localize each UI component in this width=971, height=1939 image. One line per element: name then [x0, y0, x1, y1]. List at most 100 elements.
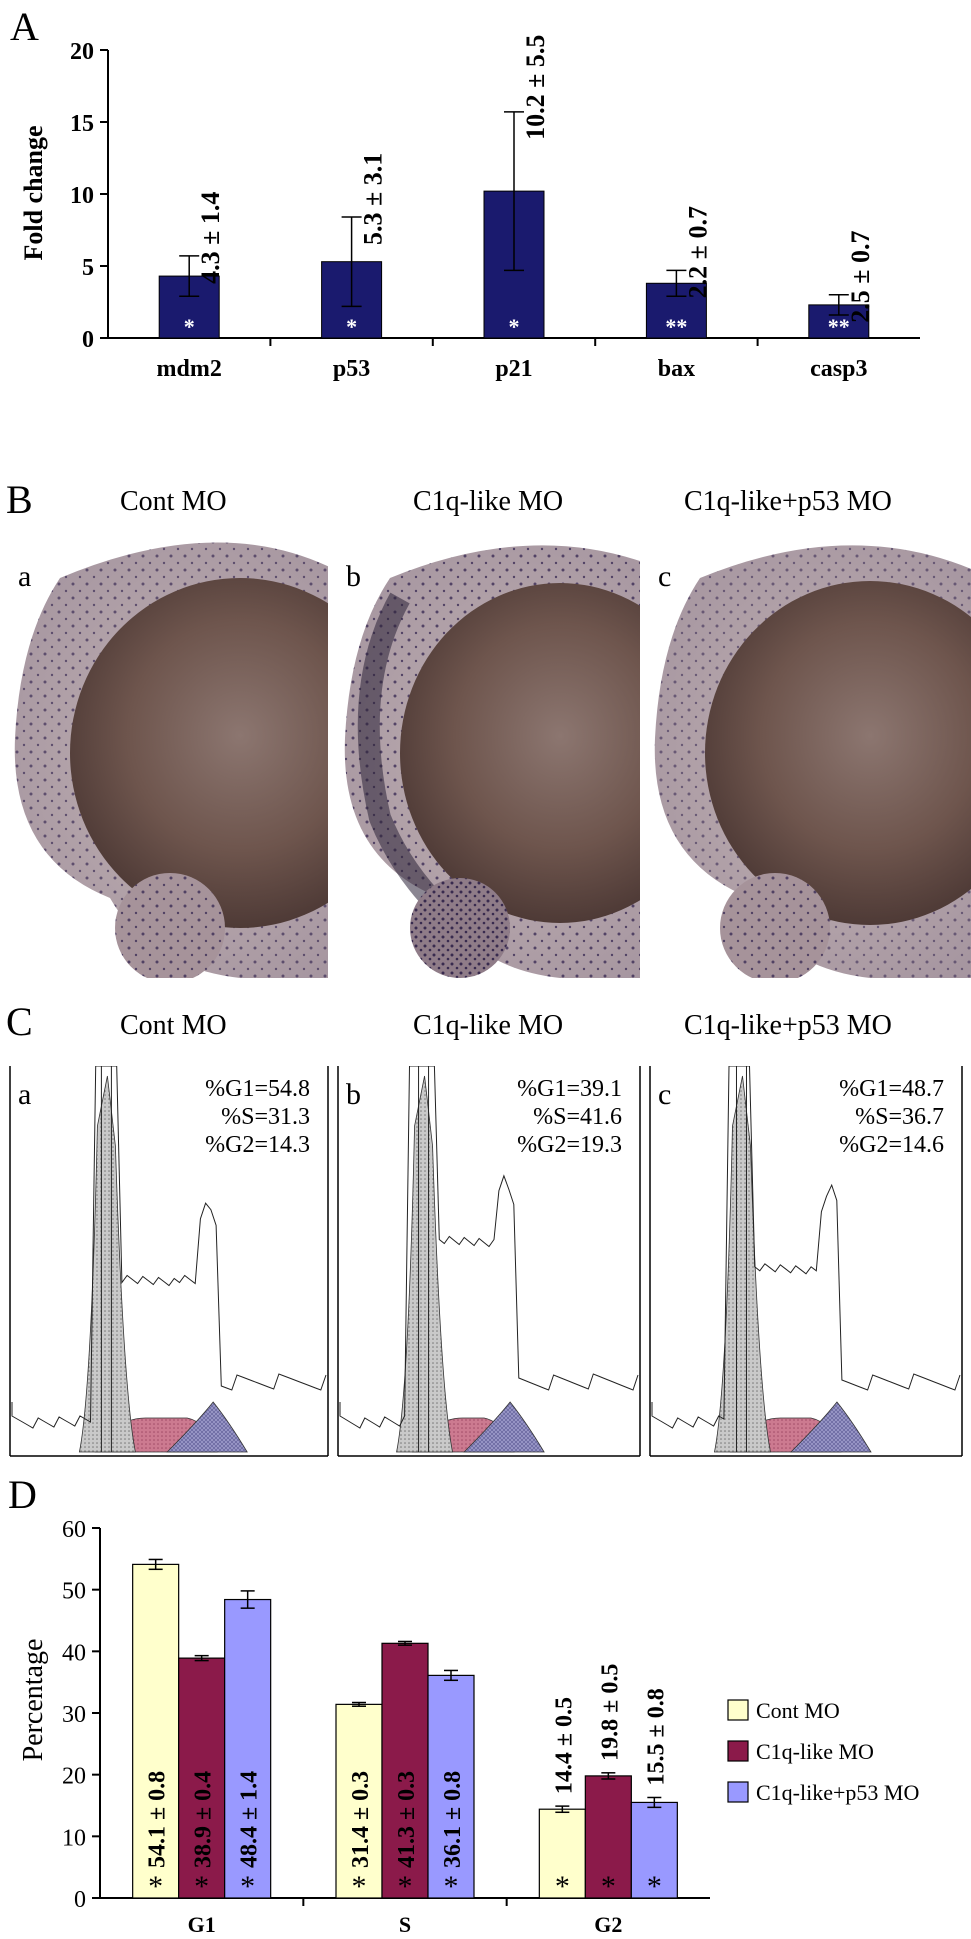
panel-a-data-label: 2.5 ± 0.7 — [846, 231, 875, 323]
panel-a-significance: ** — [665, 314, 687, 339]
panel-d-y-tick-label: 50 — [62, 1579, 86, 1605]
panel-d-legend-label: C1q-like MO — [756, 1739, 874, 1764]
panel-d-significance: * — [352, 1870, 367, 1903]
panel-a-letter: A — [10, 4, 39, 49]
panel-d-legend-label: C1q-like+p53 MO — [756, 1780, 919, 1805]
panel-a-category-label: mdm2 — [157, 356, 222, 382]
histogram-g2-region — [166, 1401, 248, 1453]
panel-d-data-label: 54.1 ± 0.8 — [145, 1771, 171, 1868]
panel-a-significance: ** — [828, 314, 850, 339]
panel-a-y-tick-label: 20 — [70, 39, 94, 65]
panel-d-y-tick-label: 30 — [62, 1702, 86, 1728]
panel-d-y-tick-label: 0 — [74, 1887, 86, 1913]
panel-b-title-c1q: C1q-like MO — [413, 486, 564, 517]
panel-d-data-label: 31.4 ± 0.3 — [348, 1771, 374, 1868]
panel-b-title-cont: Cont MO — [120, 486, 227, 517]
panel-d-data-label: 19.8 ± 0.5 — [597, 1664, 623, 1761]
embryo-image-c1q-p53-mo — [650, 538, 971, 978]
panel-d-significance: * — [444, 1870, 459, 1903]
embryo-image-cont-mo — [0, 538, 328, 978]
panel-d-legend-swatch — [727, 1699, 749, 1721]
panel-d-legend-label: Cont MO — [756, 1698, 840, 1723]
panel-d-y-tick-label: 60 — [62, 1517, 86, 1543]
panel-d-significance: * — [555, 1870, 570, 1903]
panel-c: C Cont MO C1q-like MO C1q-like+p53 MO a%… — [0, 998, 971, 1468]
histogram-trace — [11, 1066, 327, 1429]
histogram-g1-peak — [713, 1075, 771, 1453]
panel-d-data-label: 38.9 ± 0.4 — [191, 1771, 217, 1868]
histogram-s-percent: %S=36.7 — [855, 1104, 944, 1130]
histogram-g2-region — [463, 1401, 545, 1453]
panel-a-significance: * — [184, 314, 195, 339]
panel-a-data-label: 2.2 ± 0.7 — [683, 206, 712, 298]
panel-d-category-label: S — [399, 1912, 411, 1937]
panel-d-bar — [132, 1563, 180, 1899]
panel-d-category-label: G2 — [594, 1912, 622, 1937]
histogram-g2-percent: %G2=14.3 — [205, 1132, 310, 1158]
panel-d-data-label: 15.5 ± 0.8 — [643, 1688, 669, 1785]
histogram-s-percent: %S=31.3 — [221, 1104, 310, 1130]
panel-d-data-label: 41.3 ± 0.3 — [394, 1771, 420, 1868]
panel-d-significance: * — [601, 1870, 616, 1903]
panel-a-axes: 0 5 10 15 20 mdm2 p53 p21 bax casp3 — [70, 39, 920, 382]
histogram-g1-peak — [78, 1075, 136, 1453]
panel-a-category-label: p21 — [495, 356, 532, 382]
panel-a-data-label: 5.3 ± 3.1 — [359, 153, 388, 245]
panel-d-significance: * — [194, 1870, 209, 1903]
panel-d-significance: * — [240, 1870, 255, 1903]
histogram-g1-percent: %G1=39.1 — [517, 1076, 622, 1102]
panel-d-ylabel: Percentage — [18, 1639, 49, 1762]
panel-d-legend-swatch — [727, 1781, 749, 1803]
panel-a-category-label: bax — [658, 356, 695, 382]
histogram-g1-peak — [396, 1075, 454, 1453]
histogram-g1-percent: %G1=54.8 — [205, 1076, 310, 1102]
panel-d-significance: * — [148, 1870, 163, 1903]
panel-d-data-label: 48.4 ± 1.4 — [237, 1771, 263, 1868]
flow-cytometry-histograms: a %G1=54.8%S=31.3%G2=14.3 b %G1=39.1%S=41.6… — [9, 1066, 963, 1457]
histogram-g1-percent: %G1=48.7 — [839, 1076, 944, 1102]
panel-d-bars: *54.1 ± 0.8*38.9 ± 0.4*48.4 ± 1.4*31.4 ±… — [132, 1558, 678, 1903]
panel-a-y-tick-label: 10 — [70, 183, 94, 209]
panel-d-category-label: G1 — [188, 1912, 216, 1937]
panel-d-bar — [630, 1801, 678, 1899]
panel-d-data-label: 36.1 ± 0.8 — [440, 1771, 466, 1868]
panel-b-sub-c: c — [658, 560, 671, 593]
panel-d-bar — [538, 1808, 586, 1899]
panel-c-title-c1q: C1q-like MO — [413, 1010, 564, 1041]
panel-a-y-tick-label: 5 — [82, 255, 94, 281]
panel-d-y-tick-label: 20 — [62, 1764, 86, 1790]
panel-c-letter: C — [6, 999, 33, 1044]
panel-a-fold-change-chart: A Fold change 0 5 10 15 20 mdm2 p53 p21 bax casp3… — [10, 4, 920, 382]
histogram-sub-letter: b — [346, 1078, 361, 1111]
panel-d-letter: D — [8, 1472, 37, 1517]
histogram-sub-letter: c — [658, 1078, 671, 1111]
panel-b-letter: B — [6, 477, 33, 522]
histogram-s-percent: %S=41.6 — [533, 1104, 622, 1130]
panel-d-data-label: 14.4 ± 0.5 — [551, 1697, 577, 1794]
panel-a-significance: * — [346, 314, 357, 339]
panel-d-y-tick-label: 10 — [62, 1825, 86, 1851]
panel-d-bar — [381, 1642, 429, 1899]
histogram-trace — [339, 1066, 639, 1429]
panel-c-title-cont: Cont MO — [120, 1010, 227, 1041]
panel-a-y-tick-label: 15 — [70, 111, 94, 137]
panel-a-ylabel: Fold change — [19, 125, 48, 260]
panel-a-significance: * — [509, 314, 520, 339]
panel-a-y-tick-label: 0 — [82, 327, 94, 353]
panel-b-sub-b: b — [346, 560, 361, 593]
panel-d-significance: * — [398, 1870, 413, 1903]
embryo-images: a b c — [0, 538, 971, 978]
panel-a-data-label: 10.2 ± 5.5 — [521, 35, 550, 140]
panel-d-bar — [427, 1674, 475, 1899]
panel-a-category-label: casp3 — [810, 356, 867, 382]
histogram-g2-percent: %G2=14.6 — [839, 1132, 944, 1158]
histogram-sub-letter: a — [18, 1078, 31, 1111]
panel-b: B Cont MO C1q-like MO C1q-like+p53 MO — [0, 470, 971, 978]
panel-d-significance: * — [647, 1870, 662, 1903]
embryo-image-c1q-mo — [338, 538, 640, 978]
histogram-trace — [651, 1066, 961, 1429]
panel-d-legend: Cont MO C1q-like MO C1q-like+p53 MO — [727, 1698, 919, 1805]
panel-a-category-label: p53 — [333, 356, 370, 382]
panel-c-title-c1q-p53: C1q-like+p53 MO — [684, 1010, 892, 1041]
